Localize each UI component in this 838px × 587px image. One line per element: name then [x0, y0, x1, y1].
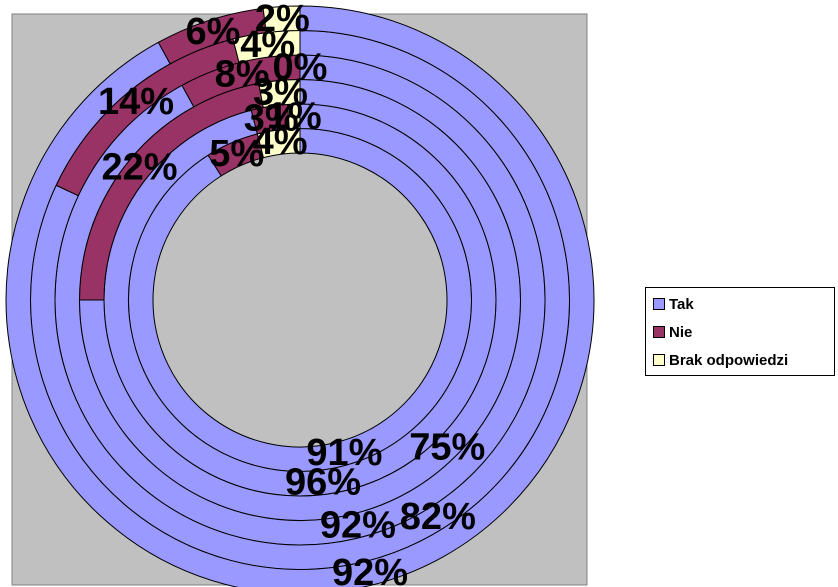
legend-label-brak: Brak odpowiedzi: [669, 351, 789, 369]
legend-item-tak: Tak: [653, 294, 694, 314]
ring-1-label-tak: 91%: [306, 432, 382, 474]
ring-5-label-tak: 82%: [400, 496, 476, 538]
ring-2-label-tak: 96%: [285, 461, 361, 503]
legend-item-brak: Brak odpowiedzi: [653, 350, 788, 370]
ring-6-label-nie: 6%: [185, 11, 240, 53]
ring-6-slice-brak-odpowiedzi: [262, 5, 301, 34]
ring-5-label-brak-odpowiedzi: 4%: [240, 24, 295, 66]
ring-4-label-brak-odpowiedzi: 0%: [273, 46, 328, 88]
ring-1-label-nie: 5%: [209, 133, 264, 175]
legend-label-tak: Tak: [669, 295, 694, 313]
legend: Tak Nie Brak odpowiedzi: [645, 287, 835, 376]
legend-swatch-nie: [653, 326, 665, 338]
ring-3-label-tak: 75%: [409, 426, 485, 468]
ring-4-label-nie: 8%: [215, 54, 270, 96]
legend-swatch-brak: [653, 354, 665, 366]
ring-2-label-nie: 3%: [244, 98, 299, 140]
ring-6-label-tak: 92%: [332, 552, 408, 587]
ring-3-label-nie: 22%: [102, 146, 178, 188]
ring-5-label-nie: 14%: [98, 81, 174, 123]
legend-item-nie: Nie: [653, 322, 692, 342]
labels-layer: 91%5%4%96%3%1%75%22%3%92%8% 0%82%14%4%92%…: [98, 0, 485, 587]
legend-label-nie: Nie: [669, 323, 693, 341]
ring-6-slice-tak: [5, 5, 595, 587]
ring-2-label-brak-odpowiedzi: 1%: [267, 95, 322, 137]
ring-3-label-brak-odpowiedzi: 3%: [253, 72, 308, 114]
ring-4-label-tak: 92%: [320, 504, 396, 546]
ring-1-label-brak-odpowiedzi: 4%: [253, 121, 308, 163]
legend-swatch-tak: [653, 298, 665, 310]
ring-6-label-brak-odpowiedzi: 2%: [255, 0, 310, 40]
rings-layer: [5, 5, 595, 587]
